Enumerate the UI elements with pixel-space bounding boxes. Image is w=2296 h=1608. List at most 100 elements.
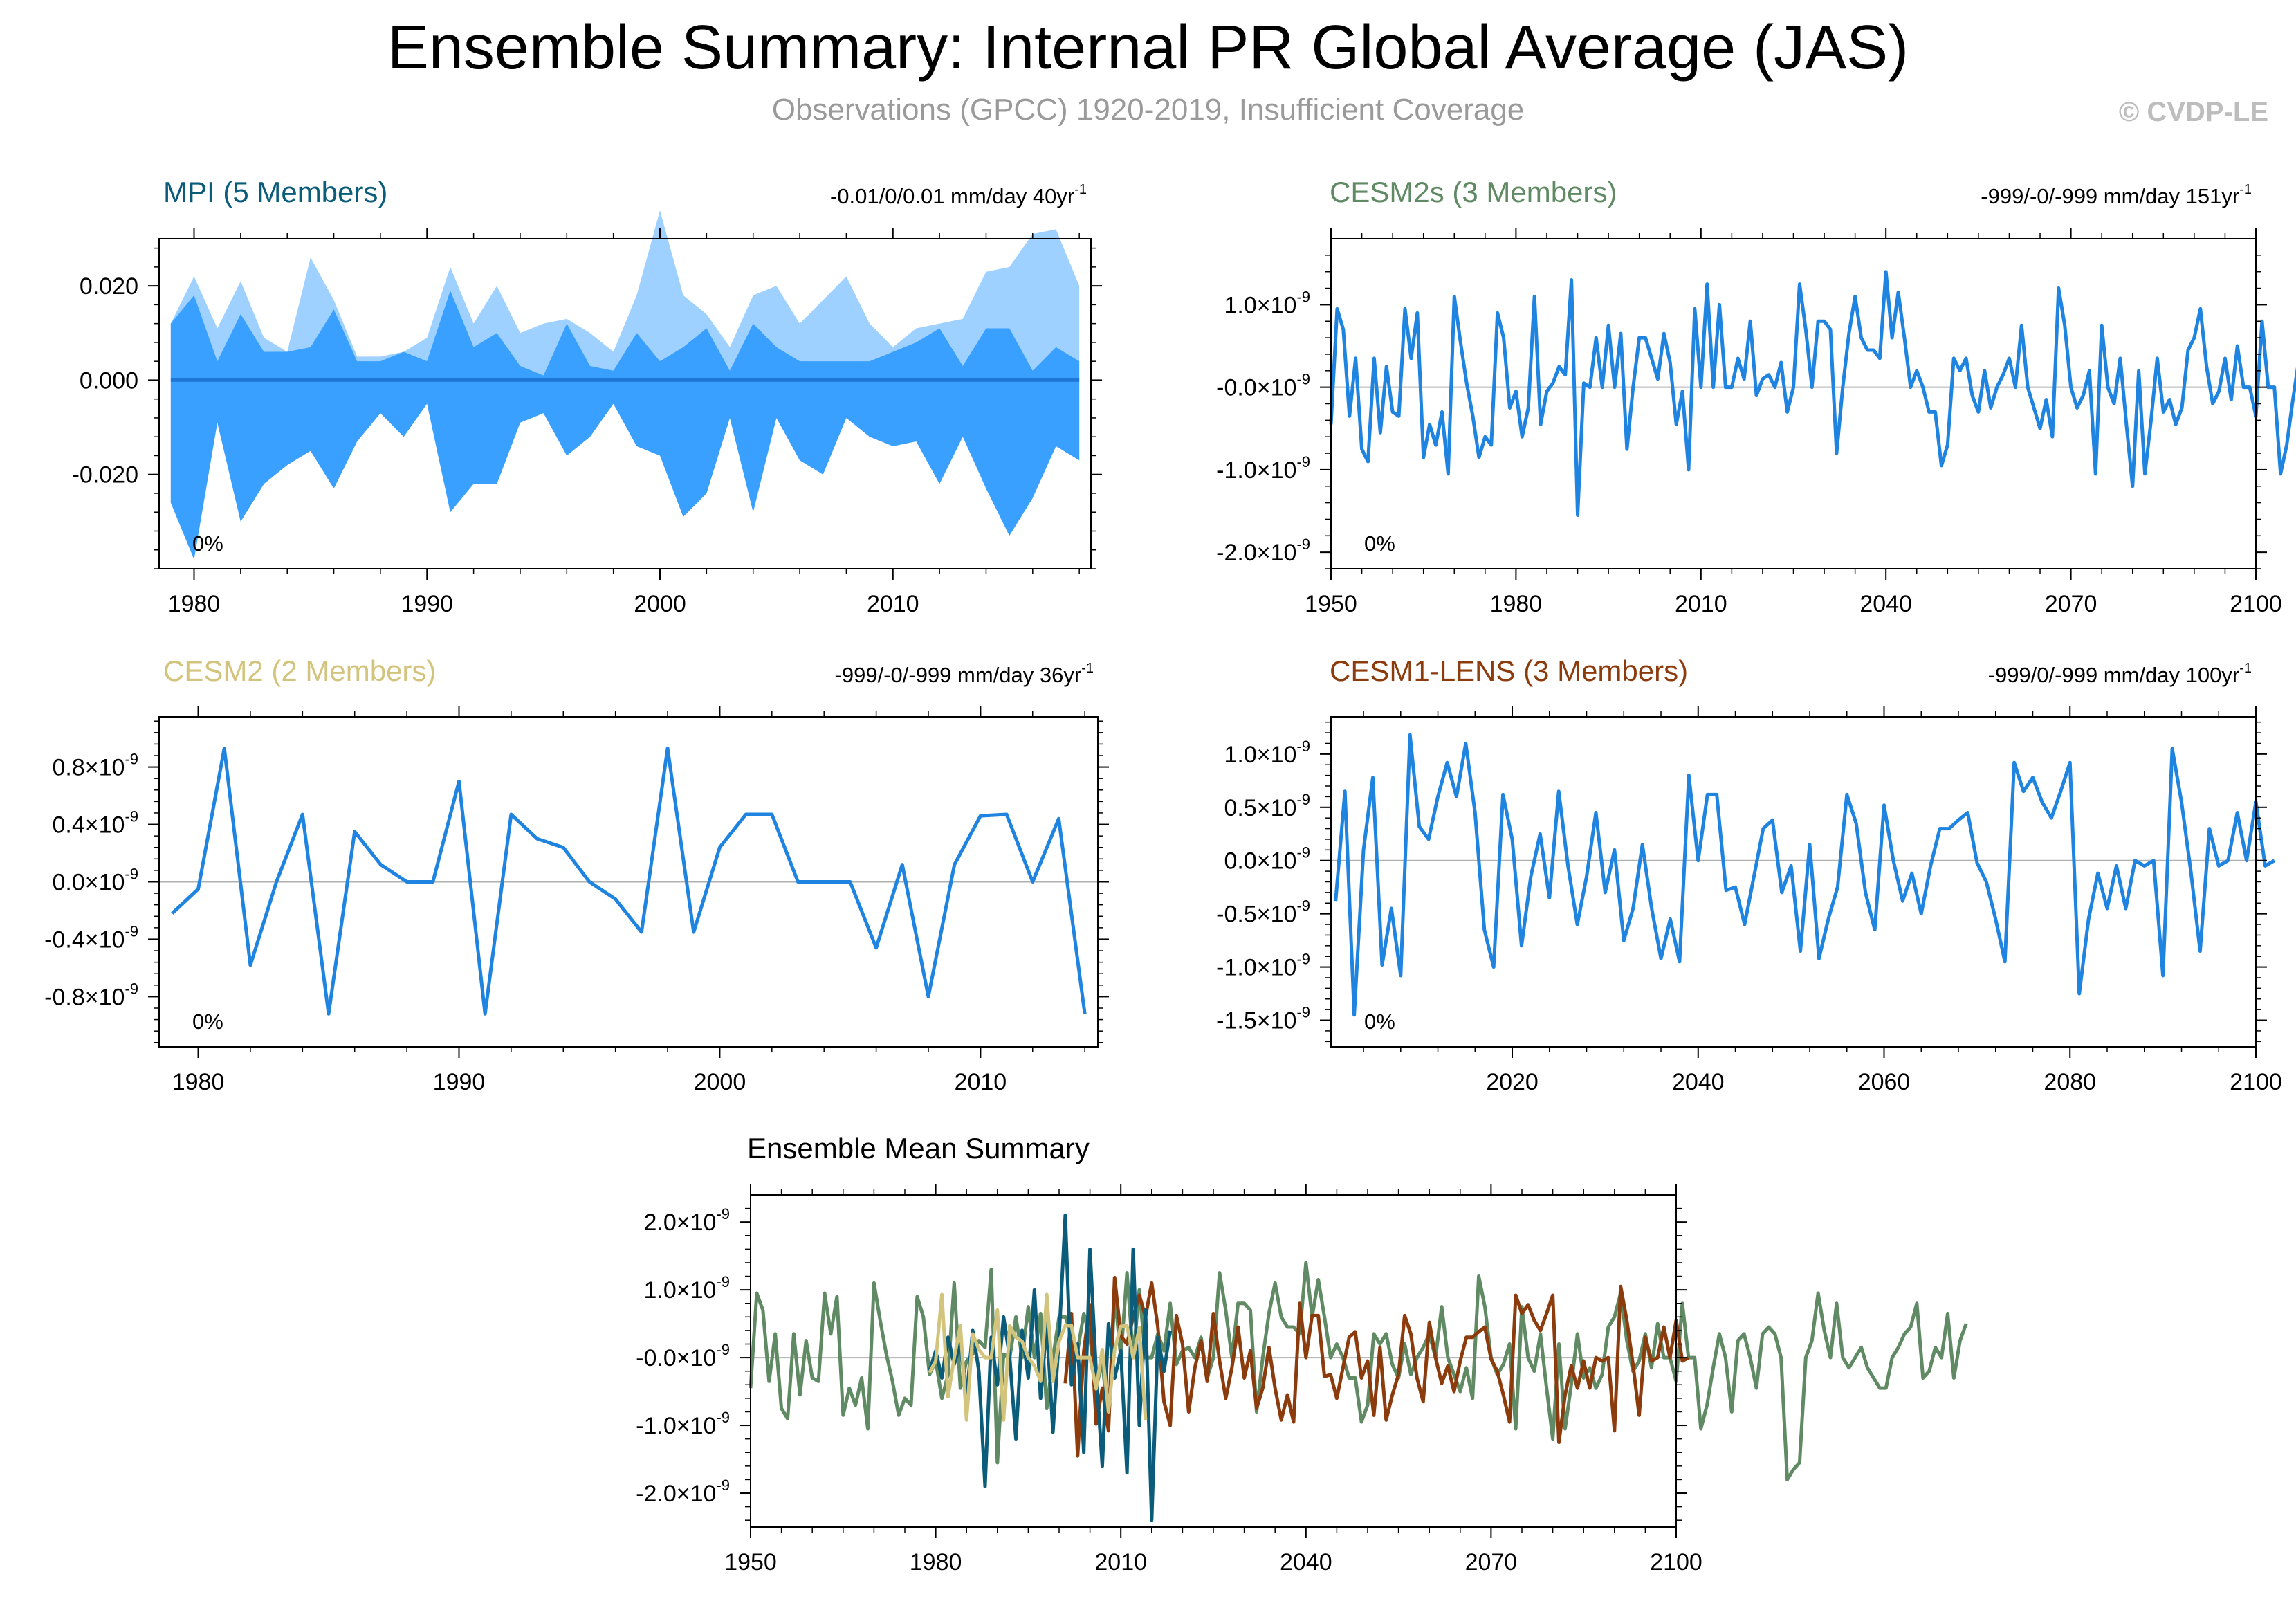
y-tick-exponent: -9 — [716, 1477, 730, 1494]
x-tick-label: 2060 — [1858, 1069, 1911, 1095]
x-tick-label: 2100 — [1650, 1549, 1702, 1575]
x-tick-label: 2100 — [2230, 1069, 2282, 1095]
y-tick-exponent: -9 — [1296, 536, 1310, 553]
y-tick-exponent: -9 — [1296, 951, 1310, 968]
trend-label: -999/-0/-999 mm/day 151yr-1 — [1981, 182, 2252, 208]
y-tick-label: -1.5×10-9 — [1216, 1004, 1310, 1034]
y-tick-label: 2.0×10-9 — [643, 1205, 730, 1236]
x-tick-label: 2070 — [1465, 1549, 1518, 1575]
panel-title: CESM1-LENS (3 Members) — [1330, 655, 1688, 687]
y-tick-label: -0.5×10-9 — [1216, 897, 1310, 928]
y-tick-label: -2.0×10-9 — [636, 1477, 730, 1507]
page-title: Ensemble Summary: Internal PR Global Ave… — [387, 13, 1909, 82]
y-tick-label: -1.0×10-9 — [1216, 453, 1310, 484]
series-line-cesm1 — [1063, 1276, 1690, 1458]
y-tick-label: 0.0×10-9 — [52, 866, 138, 896]
y-tick-multiplier: ×10 — [85, 984, 125, 1010]
x-tick-label: 1980 — [910, 1549, 962, 1575]
y-tick-label: -1.0×10-9 — [636, 1409, 730, 1439]
y-tick-label: 1.0×10-9 — [1224, 738, 1310, 768]
x-tick-label: 2010 — [867, 591, 919, 617]
y-tick-label: 0.5×10-9 — [1224, 791, 1310, 821]
y-tick-exponent: -9 — [125, 751, 138, 768]
series-line-cesm2 — [928, 1292, 1148, 1422]
y-tick-exponent: -9 — [1296, 288, 1310, 305]
panel-title: MPI (5 Members) — [163, 176, 387, 208]
x-tick-label: 1950 — [724, 1549, 777, 1575]
y-tick-exponent: -9 — [125, 808, 138, 825]
y-tick-exponent: -9 — [1296, 897, 1310, 915]
panel-ensemble-mean: Ensemble Mean Summary 2.0×10-9 1.0×10-9 -0.… — [636, 1132, 1968, 1575]
coverage-label: 0% — [1364, 531, 1395, 556]
series-line — [171, 747, 1087, 1016]
x-tick-label: 2070 — [2045, 591, 2097, 617]
series-line — [1334, 733, 2276, 1017]
panel-cesm2s: CESM2s (3 Members) -999/-0/-999 mm/day 15… — [1216, 176, 2296, 617]
series-line — [1329, 270, 2296, 517]
y-tick-exponent: -9 — [716, 1409, 730, 1426]
y-tick-exponent: -9 — [125, 922, 138, 940]
y-tick-exponent: -9 — [716, 1273, 730, 1290]
y-tick-multiplier: ×10 — [677, 1209, 717, 1236]
y-tick-label: -0.0×10-9 — [636, 1341, 730, 1371]
y-tick-label: 1.0×10-9 — [1224, 288, 1310, 318]
trend-label: -999/0/-999 mm/day 100yr-1 — [1988, 661, 2252, 687]
x-tick-label: 1980 — [172, 1069, 225, 1095]
coverage-label: 0% — [192, 531, 223, 556]
x-tick-label: 1980 — [1490, 591, 1543, 617]
y-tick-exponent: -9 — [1296, 791, 1310, 808]
y-tick-multiplier: ×10 — [677, 1277, 717, 1304]
x-tick-label: 2010 — [1675, 591, 1727, 617]
y-tick-multiplier: ×10 — [1257, 457, 1297, 484]
series-line-cesm2s — [749, 1261, 1968, 1481]
y-tick-multiplier: ×10 — [1257, 902, 1297, 928]
y-tick-multiplier: ×10 — [85, 926, 125, 953]
y-tick-label: 0.000 — [80, 367, 138, 394]
x-tick-label: 2040 — [1859, 591, 1912, 617]
panel-title: CESM2 (2 Members) — [163, 655, 436, 687]
x-tick-label: 2100 — [2230, 591, 2282, 617]
panel-mpi: MPI (5 Members) -0.01/0/0.01 mm/day 40yr-… — [72, 176, 1102, 617]
y-tick-label: 0.4×10-9 — [52, 808, 138, 839]
y-tick-multiplier: ×10 — [85, 812, 125, 839]
x-tick-label: 2010 — [955, 1069, 1007, 1095]
x-tick-label: 2040 — [1280, 1549, 1332, 1575]
y-tick-multiplier: ×10 — [1257, 848, 1297, 875]
trend-exponent: -1 — [1074, 182, 1087, 197]
y-tick-exponent: -9 — [716, 1341, 730, 1358]
y-tick-label: 0.0×10-9 — [1224, 844, 1310, 875]
y-tick-exponent: -9 — [1296, 453, 1310, 470]
trend-exponent: -1 — [2239, 661, 2252, 676]
x-tick-label: 2020 — [1486, 1069, 1539, 1095]
y-tick-multiplier: ×10 — [1257, 955, 1297, 981]
y-tick-label: -0.0×10-9 — [1216, 371, 1310, 401]
x-tick-label: 2010 — [1094, 1549, 1147, 1575]
y-tick-multiplier: ×10 — [677, 1481, 717, 1507]
y-tick-label: -0.8×10-9 — [44, 980, 138, 1010]
x-tick-label: 1950 — [1305, 591, 1357, 617]
x-tick-label: 1990 — [401, 591, 453, 617]
y-tick-label: 1.0×10-9 — [643, 1273, 730, 1304]
y-tick-multiplier: ×10 — [85, 870, 125, 896]
y-tick-multiplier: ×10 — [1257, 742, 1297, 768]
x-tick-label: 1990 — [433, 1069, 486, 1095]
y-tick-multiplier: ×10 — [85, 755, 125, 781]
trend-exponent: -1 — [1081, 661, 1094, 676]
coverage-label: 0% — [192, 1009, 223, 1034]
trend-label: -0.01/0/0.01 mm/day 40yr-1 — [830, 182, 1087, 208]
y-tick-multiplier: ×10 — [1257, 540, 1297, 566]
y-tick-multiplier: ×10 — [1257, 292, 1297, 318]
x-tick-label: 2080 — [2044, 1069, 2096, 1095]
range-band-inner — [170, 290, 1080, 560]
y-tick-exponent: -9 — [716, 1205, 730, 1223]
x-tick-label: 2040 — [1672, 1069, 1725, 1095]
x-tick-label: 2000 — [634, 591, 686, 617]
y-tick-multiplier: ×10 — [677, 1345, 717, 1371]
y-tick-exponent: -9 — [1296, 371, 1310, 388]
trend-exponent: -1 — [2239, 182, 2252, 197]
coverage-label: 0% — [1364, 1009, 1395, 1034]
y-tick-multiplier: ×10 — [1257, 1008, 1297, 1034]
y-tick-label: 0.020 — [80, 273, 138, 300]
y-tick-exponent: -9 — [125, 980, 138, 997]
